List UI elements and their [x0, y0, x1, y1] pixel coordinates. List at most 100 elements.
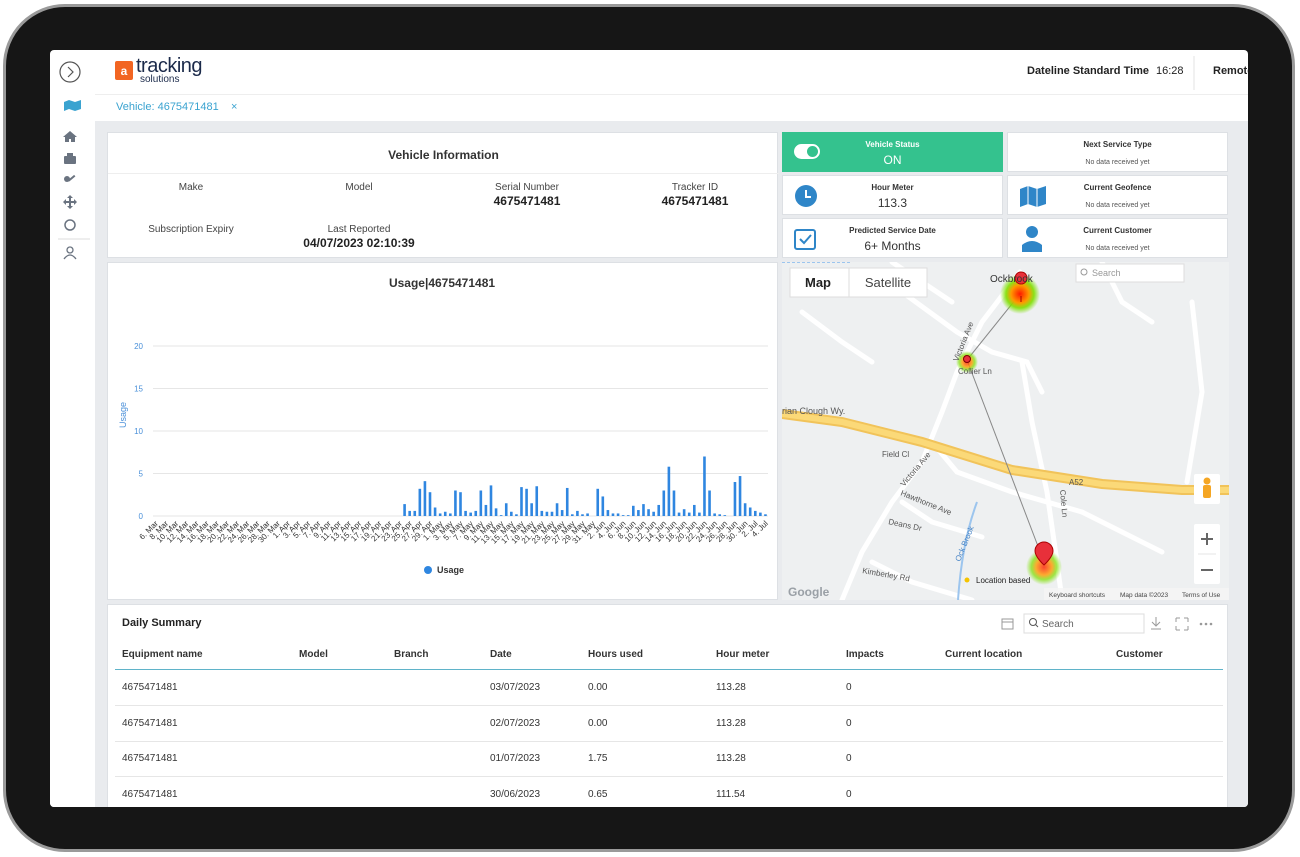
field-value: 4675471481 — [493, 194, 561, 208]
bar — [738, 476, 742, 516]
tile-label: Predicted Service Date — [849, 226, 936, 235]
table-cell: 113.28 — [716, 717, 746, 729]
column-header: Customer — [1116, 649, 1163, 660]
bar — [484, 504, 488, 516]
column-header: Hour meter — [716, 649, 770, 660]
y-tick-label: 20 — [134, 342, 143, 351]
bar — [408, 510, 411, 516]
table-cell: 03/07/2023 — [490, 682, 541, 693]
bar — [403, 504, 406, 516]
field-label: Tracker ID — [671, 182, 719, 193]
bar — [581, 514, 584, 516]
table-cell: 0 — [846, 717, 852, 729]
bar — [469, 512, 472, 516]
tile-value: 113.3 — [877, 196, 908, 210]
logo-subtext: solutions — [140, 74, 180, 85]
y-tick-label: 5 — [139, 470, 144, 479]
y-tick-label: 15 — [134, 385, 143, 394]
map-tab[interactable]: Map — [805, 275, 831, 290]
field-value: 4675471481 — [661, 194, 729, 208]
bar — [428, 492, 432, 516]
bar — [555, 503, 559, 516]
bar — [733, 482, 737, 516]
bar — [743, 503, 747, 516]
row-rule — [115, 776, 1223, 778]
bar — [723, 515, 727, 516]
vehicle-info-card: Vehicle Information Make Model Serial Nu… — [107, 132, 779, 258]
bar — [438, 513, 442, 516]
bar — [637, 510, 640, 516]
table-cell: 4675471481 — [122, 682, 178, 693]
y-tick-label: 0 — [139, 512, 144, 521]
road-label: A52 — [1069, 478, 1084, 487]
map-tab[interactable]: Satellite — [865, 275, 911, 290]
bar — [520, 487, 523, 516]
bar — [540, 510, 544, 516]
screen: a tracking solutions Dateline Standard T… — [50, 50, 1248, 807]
tile-value: 6+ Months — [864, 239, 921, 253]
table-cell: 0 — [846, 753, 852, 765]
bar — [515, 514, 518, 516]
tab-bar — [95, 94, 1248, 121]
sidebar — [50, 94, 95, 807]
tile: Hour Meter 113.3 — [782, 175, 1003, 215]
map-type-control[interactable] — [789, 267, 928, 298]
header-rule — [115, 669, 1223, 670]
street-label: Brian Clough Wy. — [782, 406, 845, 416]
bar — [662, 490, 666, 516]
column-header: Branch — [394, 649, 429, 660]
bar — [586, 513, 589, 516]
bar — [449, 513, 452, 516]
bar — [550, 511, 554, 516]
bar — [606, 510, 610, 516]
expand-button[interactable] — [59, 61, 81, 83]
tab-close[interactable]: × — [231, 101, 238, 113]
y-tick-label: 10 — [134, 427, 143, 436]
tile-value: ON — [883, 153, 902, 167]
row-rule — [115, 705, 1223, 706]
google-logo: Google — [788, 585, 830, 599]
logo-text: tracking — [136, 55, 203, 77]
map-search[interactable] — [1075, 263, 1185, 283]
bar — [560, 510, 564, 516]
table-cell: 113.28 — [716, 682, 746, 693]
street-label: Collier Ln — [958, 367, 992, 376]
table-cell: 4675471481 — [122, 753, 178, 765]
bar — [708, 490, 711, 516]
bar — [443, 511, 447, 516]
usage-card: Usage|4675471481 Usage 0 5 10 15 20 6. Mar 8. … — [107, 262, 778, 600]
bar — [433, 507, 437, 516]
sidebar-icons[interactable] — [58, 100, 90, 260]
search-placeholder: Search — [1042, 619, 1074, 630]
bar — [413, 510, 417, 516]
tab-label[interactable]: Vehicle: 4675471481 — [116, 101, 219, 113]
map[interactable]: Map Satellite Search Ockbrook Victoria A… — [782, 262, 1229, 600]
bar — [626, 515, 630, 516]
table-cell: 1.75 — [588, 753, 608, 765]
bar — [632, 505, 635, 516]
table-search[interactable] — [1023, 613, 1145, 634]
bar — [499, 515, 503, 516]
tile: Current Customer No data received yet — [1007, 218, 1228, 258]
bar — [504, 503, 508, 516]
bar — [621, 515, 625, 516]
map-attribution[interactable]: Terms of Use — [1182, 592, 1221, 599]
column-header: Model — [299, 649, 328, 660]
bar — [474, 510, 478, 516]
user-menu[interactable]: Remote — [1213, 65, 1248, 77]
bar — [454, 490, 457, 516]
tile-label: Next Service Type — [1083, 140, 1152, 149]
field-label: Serial Number — [495, 182, 559, 193]
bar — [611, 513, 615, 516]
field-value: 04/07/2023 02:10:39 — [303, 236, 415, 250]
field-label: Subscription Expiry — [148, 224, 234, 235]
header-icons: a — [59, 56, 1195, 90]
tile: Predicted Service Date 6+ Months — [782, 218, 1003, 258]
bar — [494, 508, 498, 516]
bar — [687, 512, 691, 516]
map-attribution[interactable]: Keyboard shortcuts — [1049, 592, 1106, 599]
bar — [596, 488, 600, 516]
logo-mark — [115, 61, 133, 80]
